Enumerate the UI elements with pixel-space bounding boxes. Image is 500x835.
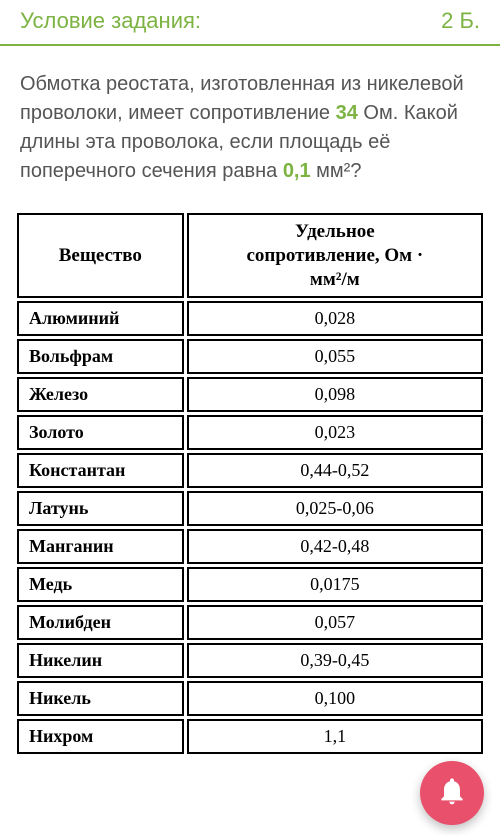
table-row: Вольфрам0,055 (17, 339, 483, 374)
value-cell: 0,39-0,45 (187, 643, 483, 678)
header-resistance-l2: сопротивление, Ом · (246, 245, 423, 266)
substance-cell: Железо (17, 377, 184, 412)
substance-cell: Алюминий (17, 301, 184, 336)
header-resistance-l1: Удельное (295, 221, 375, 242)
table-row: Латунь0,025-0,06 (17, 491, 483, 526)
problem-value-1: 34 (336, 102, 358, 124)
value-cell: 0,44-0,52 (187, 453, 483, 488)
problem-value-2: 0,1 (283, 160, 311, 182)
value-cell: 0,098 (187, 377, 483, 412)
substance-cell: Никелин (17, 643, 184, 678)
table-header-row: Вещество Удельное сопротивление, Ом · мм… (17, 213, 483, 298)
substance-cell: Манганин (17, 529, 184, 564)
bell-icon (436, 775, 468, 812)
table-body: Алюминий0,028 Вольфрам0,055 Железо0,098 … (17, 301, 483, 754)
task-title: Условие задания: (20, 8, 201, 34)
table-row: Никель0,100 (17, 681, 483, 716)
substance-cell: Вольфрам (17, 339, 184, 374)
problem-statement: Обмотка реостата, изготовленная из никел… (0, 46, 500, 210)
table-row: Манганин0,42-0,48 (17, 529, 483, 564)
value-cell: 0,055 (187, 339, 483, 374)
substance-cell: Золото (17, 415, 184, 450)
substance-cell: Константан (17, 453, 184, 488)
header-resistance-l3: мм²/м (310, 269, 360, 290)
header-resistance: Удельное сопротивление, Ом · мм²/м (187, 213, 483, 298)
value-cell: 0,023 (187, 415, 483, 450)
problem-text-3: мм²? (311, 160, 362, 182)
value-cell: 0,057 (187, 605, 483, 640)
table-row: Константан0,44-0,52 (17, 453, 483, 488)
substance-cell: Никель (17, 681, 184, 716)
table-row: Молибден0,057 (17, 605, 483, 640)
value-cell: 0,100 (187, 681, 483, 716)
resistivity-table: Вещество Удельное сопротивление, Ом · мм… (14, 210, 486, 757)
value-cell: 0,028 (187, 301, 483, 336)
substance-cell: Молибден (17, 605, 184, 640)
substance-cell: Латунь (17, 491, 184, 526)
value-cell: 0,42-0,48 (187, 529, 483, 564)
substance-cell: Медь (17, 567, 184, 602)
table-row: Алюминий0,028 (17, 301, 483, 336)
task-header: Условие задания: 2 Б. (0, 0, 500, 46)
header-substance: Вещество (17, 213, 184, 298)
value-cell: 1,1 (187, 719, 483, 754)
value-cell: 0,0175 (187, 567, 483, 602)
table-row: Медь0,0175 (17, 567, 483, 602)
resistivity-table-wrapper: Вещество Удельное сопротивление, Ом · мм… (0, 210, 500, 757)
table-row: Никелин0,39-0,45 (17, 643, 483, 678)
table-row: Железо0,098 (17, 377, 483, 412)
notifications-button[interactable] (420, 761, 484, 825)
substance-cell: Нихром (17, 719, 184, 754)
task-points: 2 Б. (441, 8, 480, 34)
table-row: Золото0,023 (17, 415, 483, 450)
value-cell: 0,025-0,06 (187, 491, 483, 526)
table-row: Нихром1,1 (17, 719, 483, 754)
